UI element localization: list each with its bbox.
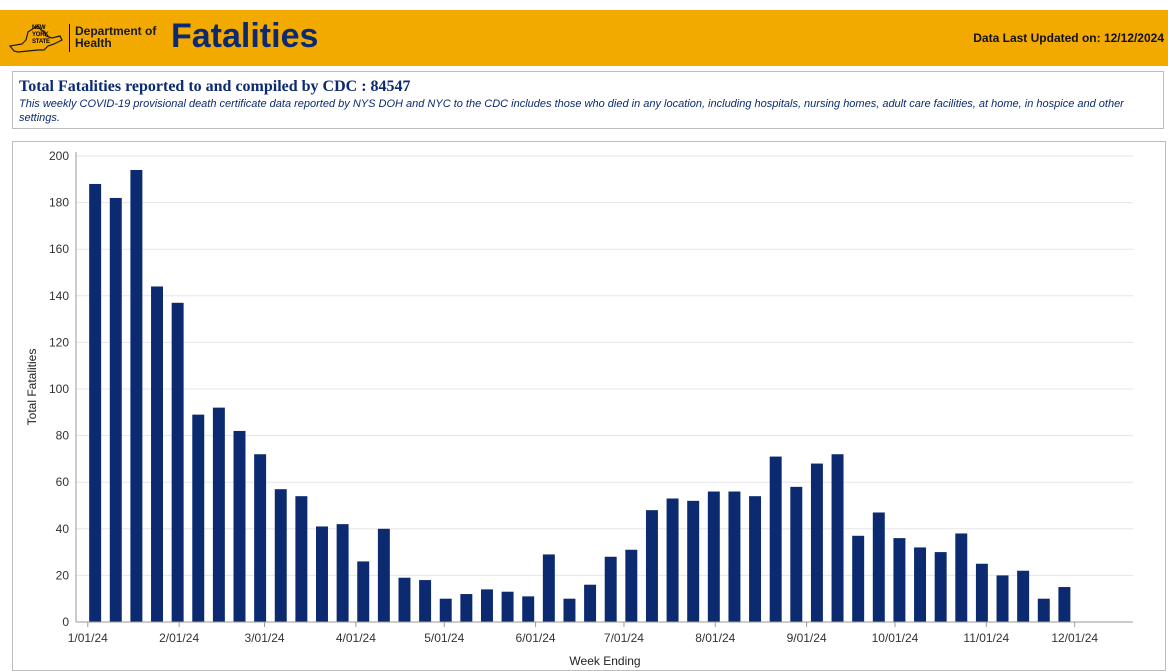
x-tick-label: 1/01/24 [68, 631, 108, 645]
bar-week-2024-03-03[interactable] [254, 454, 267, 622]
bar-week-2024-12-01[interactable] [1058, 587, 1071, 622]
bar-week-2024-02-18[interactable] [212, 407, 225, 622]
x-tick-label: 12/01/24 [1051, 631, 1098, 645]
last-updated-text: Data Last Updated on: 12/12/2024 [973, 31, 1164, 45]
y-tick-label: 160 [49, 242, 69, 256]
total-fatalities-title: Total Fatalities reported to and compile… [19, 78, 411, 95]
logo-divider [69, 24, 70, 52]
bar-week-2024-07-07[interactable] [625, 549, 638, 622]
bar-week-2024-08-04[interactable] [707, 491, 720, 622]
x-tick-label: 4/01/24 [336, 631, 376, 645]
bar-week-2024-04-14[interactable] [377, 528, 390, 622]
bar-week-2024-07-28[interactable] [687, 500, 700, 622]
header-bar: NEW YORK STATE Department of Health Fata… [0, 10, 1168, 66]
bar-week-2024-06-09[interactable] [542, 554, 555, 622]
bar-week-2024-10-13[interactable] [914, 547, 927, 622]
logo-state-line: STATE [32, 39, 50, 45]
bar-week-2024-01-07[interactable] [89, 183, 102, 622]
bar-week-2024-02-25[interactable] [233, 430, 246, 622]
page-title: Fatalities [171, 17, 319, 55]
bar-week-2024-10-27[interactable] [955, 533, 968, 622]
bar-week-2024-01-28[interactable] [151, 286, 163, 622]
bar-week-2024-11-10[interactable] [996, 575, 1009, 622]
bar-week-2024-05-19[interactable] [480, 589, 493, 622]
bar-week-2024-02-04[interactable] [171, 302, 184, 622]
y-tick-label: 40 [56, 522, 70, 536]
y-tick-label: 140 [49, 289, 69, 303]
x-tick-label: 8/01/24 [695, 631, 735, 645]
y-tick-label: 100 [49, 382, 69, 396]
ny-state-map-icon [8, 25, 63, 53]
x-tick-label: 7/01/24 [604, 631, 644, 645]
x-axis-title: Week Ending [569, 654, 640, 668]
y-tick-label: 180 [49, 196, 69, 210]
bar-week-2024-09-08[interactable] [810, 463, 823, 622]
bar-week-2024-08-11[interactable] [728, 491, 741, 622]
bar-week-2024-06-30[interactable] [604, 556, 617, 622]
y-tick-label: 0 [62, 615, 69, 629]
x-tick-label: 11/01/24 [963, 631, 1009, 645]
bar-week-2024-09-15[interactable] [831, 454, 844, 622]
logo-state-text: NEW YORK STATE [32, 25, 62, 46]
y-axis: 0 20 40 60 80 100 120 140 160 180 200 [49, 149, 77, 629]
bar-week-2024-06-16[interactable] [563, 598, 576, 622]
y-tick-label: 200 [49, 149, 69, 163]
bar-week-2024-05-12[interactable] [460, 594, 473, 622]
data-description: This weekly COVID-19 provisional death c… [19, 98, 1124, 124]
bar-week-2024-06-23[interactable] [584, 584, 597, 622]
x-axis: 1/01/24 2/01/24 3/01/24 4/01/24 5/01/24 6/01/… [68, 621, 1133, 645]
chart-panel: 0 20 40 60 80 100 120 140 160 180 200 1/01/24 2/01/… [12, 141, 1166, 671]
bar-week-2024-01-21[interactable] [130, 169, 143, 623]
bar-week-2024-04-28[interactable] [419, 580, 432, 622]
logo-dept-line1: Department of [75, 24, 157, 38]
bar-week-2024-07-14[interactable] [645, 510, 658, 622]
bar-week-2024-02-11[interactable] [192, 414, 205, 622]
x-tick-label: 5/01/24 [424, 631, 464, 645]
logo-state-line: NEW [32, 25, 46, 31]
bar-week-2024-05-26[interactable] [501, 591, 514, 622]
bar-week-2024-04-21[interactable] [398, 577, 411, 622]
bar-week-2024-06-02[interactable] [522, 596, 535, 622]
bars-layer [89, 169, 1071, 623]
bar-week-2024-10-20[interactable] [934, 552, 947, 622]
bar-week-2024-09-22[interactable] [852, 535, 865, 622]
bar-week-2024-03-31[interactable] [336, 524, 349, 622]
y-tick-label: 20 [56, 568, 70, 582]
bar-week-2024-11-03[interactable] [975, 563, 988, 622]
x-tick-label: 2/01/24 [159, 631, 199, 645]
bar-week-2024-09-29[interactable] [872, 512, 885, 622]
y-tick-label: 60 [56, 475, 70, 489]
x-tick-label: 9/01/24 [787, 631, 827, 645]
x-tick-label: 10/01/24 [872, 631, 919, 645]
logo-dept-line2: Health [75, 36, 112, 50]
y-tick-label: 120 [49, 335, 69, 349]
bar-week-2024-03-24[interactable] [316, 526, 328, 622]
bar-week-2024-11-24[interactable] [1037, 598, 1050, 622]
bar-week-2024-03-10[interactable] [274, 489, 287, 622]
logo-department-text: Department of Health [75, 25, 165, 49]
bar-week-2024-11-17[interactable] [1017, 570, 1030, 622]
bar-week-2024-08-25[interactable] [769, 456, 782, 622]
bar-week-2024-03-17[interactable] [295, 496, 308, 622]
y-tick-label: 80 [56, 429, 70, 443]
fatalities-bar-chart: 0 20 40 60 80 100 120 140 160 180 200 1/01/24 2/01/… [25, 149, 1133, 668]
bar-week-2024-08-18[interactable] [749, 496, 762, 622]
bar-week-2024-05-05[interactable] [439, 598, 452, 622]
summary-panel: Total Fatalities reported to and compile… [12, 71, 1164, 129]
y-axis-title: Total Fatalities [25, 349, 39, 426]
bar-week-2024-07-21[interactable] [666, 498, 679, 622]
x-tick-label: 3/01/24 [245, 631, 285, 645]
x-tick-label: 6/01/24 [516, 631, 556, 645]
logo-state-line: YORK [32, 32, 49, 38]
bar-week-2024-04-07[interactable] [357, 561, 370, 622]
bar-week-2024-01-14[interactable] [109, 197, 122, 622]
bar-week-2024-10-06[interactable] [893, 538, 906, 622]
bar-week-2024-09-01[interactable] [790, 486, 803, 622]
nys-doh-logo[interactable]: NEW YORK STATE Department of Health [8, 22, 158, 56]
